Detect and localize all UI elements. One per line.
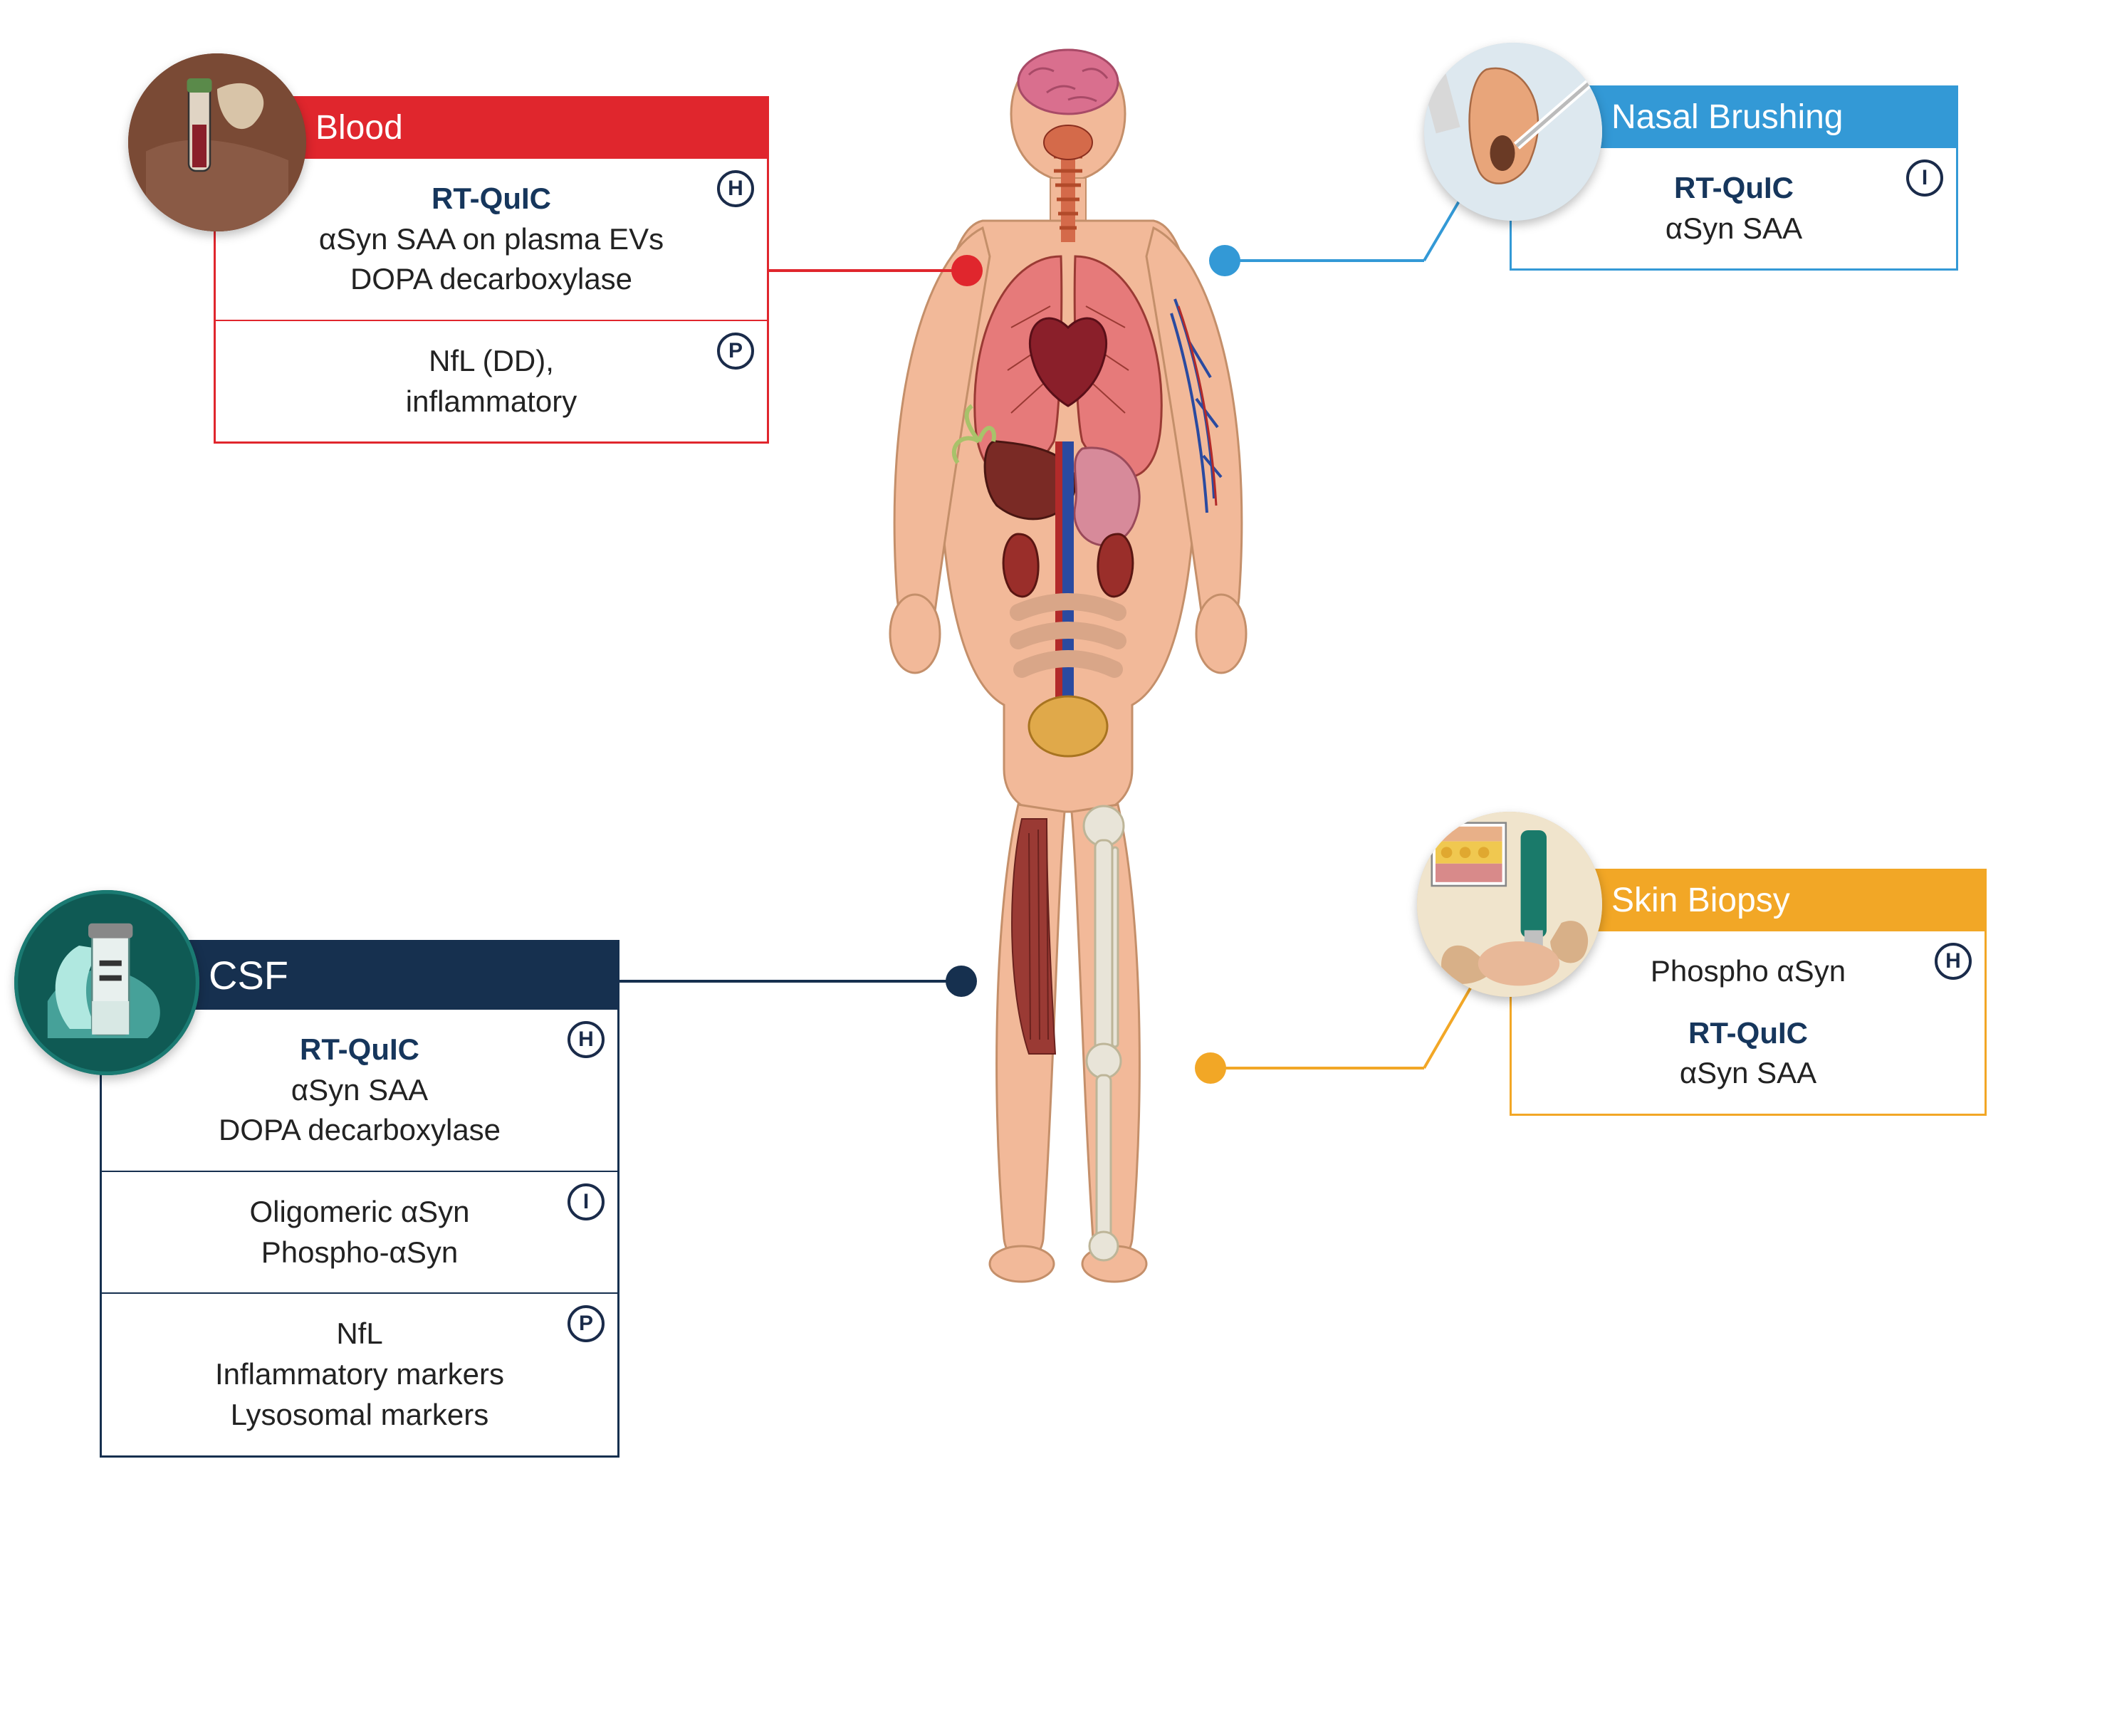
body-svg xyxy=(854,43,1282,1289)
line: inflammatory xyxy=(241,382,741,422)
box-csf-section-i: I Oligomeric αSyn Phospho-αSyn xyxy=(102,1171,617,1292)
badge-p: P xyxy=(568,1305,605,1342)
badge-i: I xyxy=(1906,160,1943,197)
line: DOPA decarboxylase xyxy=(127,1110,592,1151)
line: NfL (DD), xyxy=(241,341,741,382)
box-blood-section-h: H RT-QuIC αSyn SAA on plasma EVs DOPA de… xyxy=(216,157,767,320)
connector-nasal xyxy=(1225,259,1424,262)
connector-skin xyxy=(1211,1067,1424,1070)
connector-dot xyxy=(1209,245,1240,276)
line: Lysosomal markers xyxy=(127,1395,592,1436)
line: αSyn SAA xyxy=(127,1070,592,1111)
line xyxy=(1537,992,1959,1013)
line: αSyn SAA on plasma EVs xyxy=(241,219,741,260)
line: RT-QuIC xyxy=(1537,1013,1959,1054)
box-csf-section-p: P NfL Inflammatory markers Lysosomal mar… xyxy=(102,1292,617,1455)
connector-dot xyxy=(946,966,977,997)
line: αSyn SAA xyxy=(1537,1053,1959,1094)
diagram-canvas: Blood H RT-QuIC αSyn SAA on plasma EVs D… xyxy=(0,0,2102,1736)
box-skin-title: Skin Biopsy xyxy=(1611,881,1790,920)
line: NfL xyxy=(127,1314,592,1354)
box-blood-section-p: P NfL (DD), inflammatory xyxy=(216,320,767,441)
skin-biopsy-icon xyxy=(1417,812,1602,997)
line: RT-QuIC xyxy=(241,179,741,219)
blood-sample-icon xyxy=(128,53,306,231)
badge-h: H xyxy=(1935,943,1972,980)
line: RT-QuIC xyxy=(1537,168,1930,209)
box-blood-title: Blood xyxy=(315,108,403,147)
line: Inflammatory markers xyxy=(127,1354,592,1395)
line: Phospho-αSyn xyxy=(127,1233,592,1273)
connector-blood xyxy=(769,269,967,272)
human-body-figure xyxy=(854,43,1282,1289)
badge-i: I xyxy=(568,1183,605,1220)
csf-vial-icon xyxy=(14,890,199,1075)
connector-dot xyxy=(951,255,983,286)
badge-h: H xyxy=(568,1021,605,1058)
badge-p: P xyxy=(717,333,754,370)
box-csf-title: CSF xyxy=(209,952,288,998)
connector-csf xyxy=(619,980,961,983)
box-nasal-title: Nasal Brushing xyxy=(1611,98,1844,137)
line: Phospho αSyn xyxy=(1537,951,1959,992)
line: DOPA decarboxylase xyxy=(241,259,741,300)
line: RT-QuIC xyxy=(127,1030,592,1070)
line: αSyn SAA xyxy=(1537,209,1930,249)
line: Oligomeric αSyn xyxy=(127,1192,592,1233)
badge-h: H xyxy=(717,170,754,207)
connector-dot xyxy=(1195,1052,1226,1084)
nasal-brushing-icon xyxy=(1424,43,1602,221)
